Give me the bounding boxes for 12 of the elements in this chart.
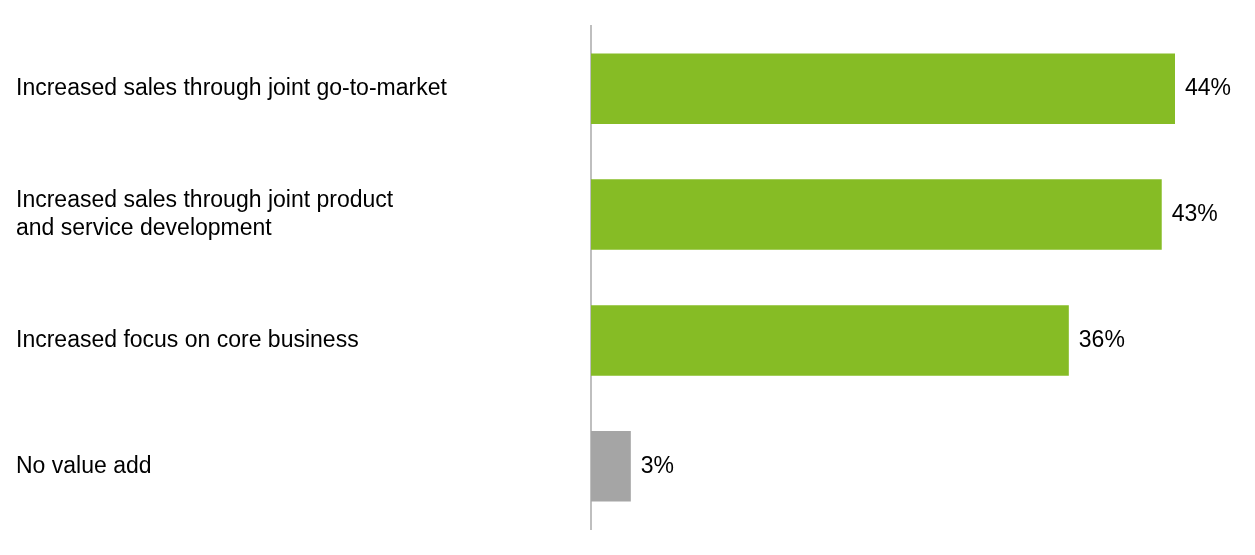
y-tick-label: Increased sales through joint product and service development (16, 186, 394, 240)
y-tick-label: No value add (16, 451, 152, 478)
data-label: 36% (1078, 325, 1125, 352)
data-label: 44% (1185, 74, 1232, 101)
data-label: 43% (1171, 199, 1218, 226)
bar (591, 179, 1162, 250)
y-tick-label: Increased focus on core business (16, 325, 359, 352)
y-tick-label: Increased sales through joint go-to-market (16, 74, 448, 101)
bar (591, 305, 1069, 376)
data-label: 3% (640, 451, 675, 478)
bar (591, 431, 631, 502)
bar (591, 53, 1175, 124)
